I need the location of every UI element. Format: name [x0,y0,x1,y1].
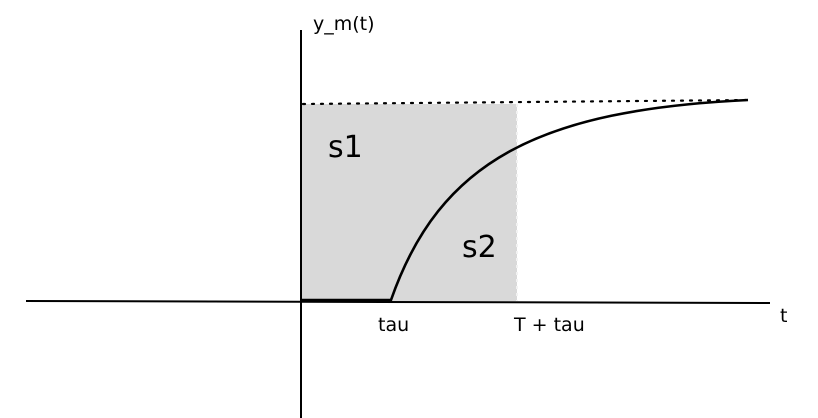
response-curve [301,98,749,302]
x-axis [25,300,771,304]
tick-label-tau: tau [378,314,409,336]
asymptote-dotted-line [301,98,752,106]
tick-label-t-plus-tau: T + tau [513,314,585,336]
y-axis-label: y_m(t) [313,13,375,35]
region-s1-label: s1 [328,130,363,165]
region-s2-label: s2 [462,230,497,265]
x-axis-label: t [780,305,787,327]
shaded-area-region [301,104,517,301]
